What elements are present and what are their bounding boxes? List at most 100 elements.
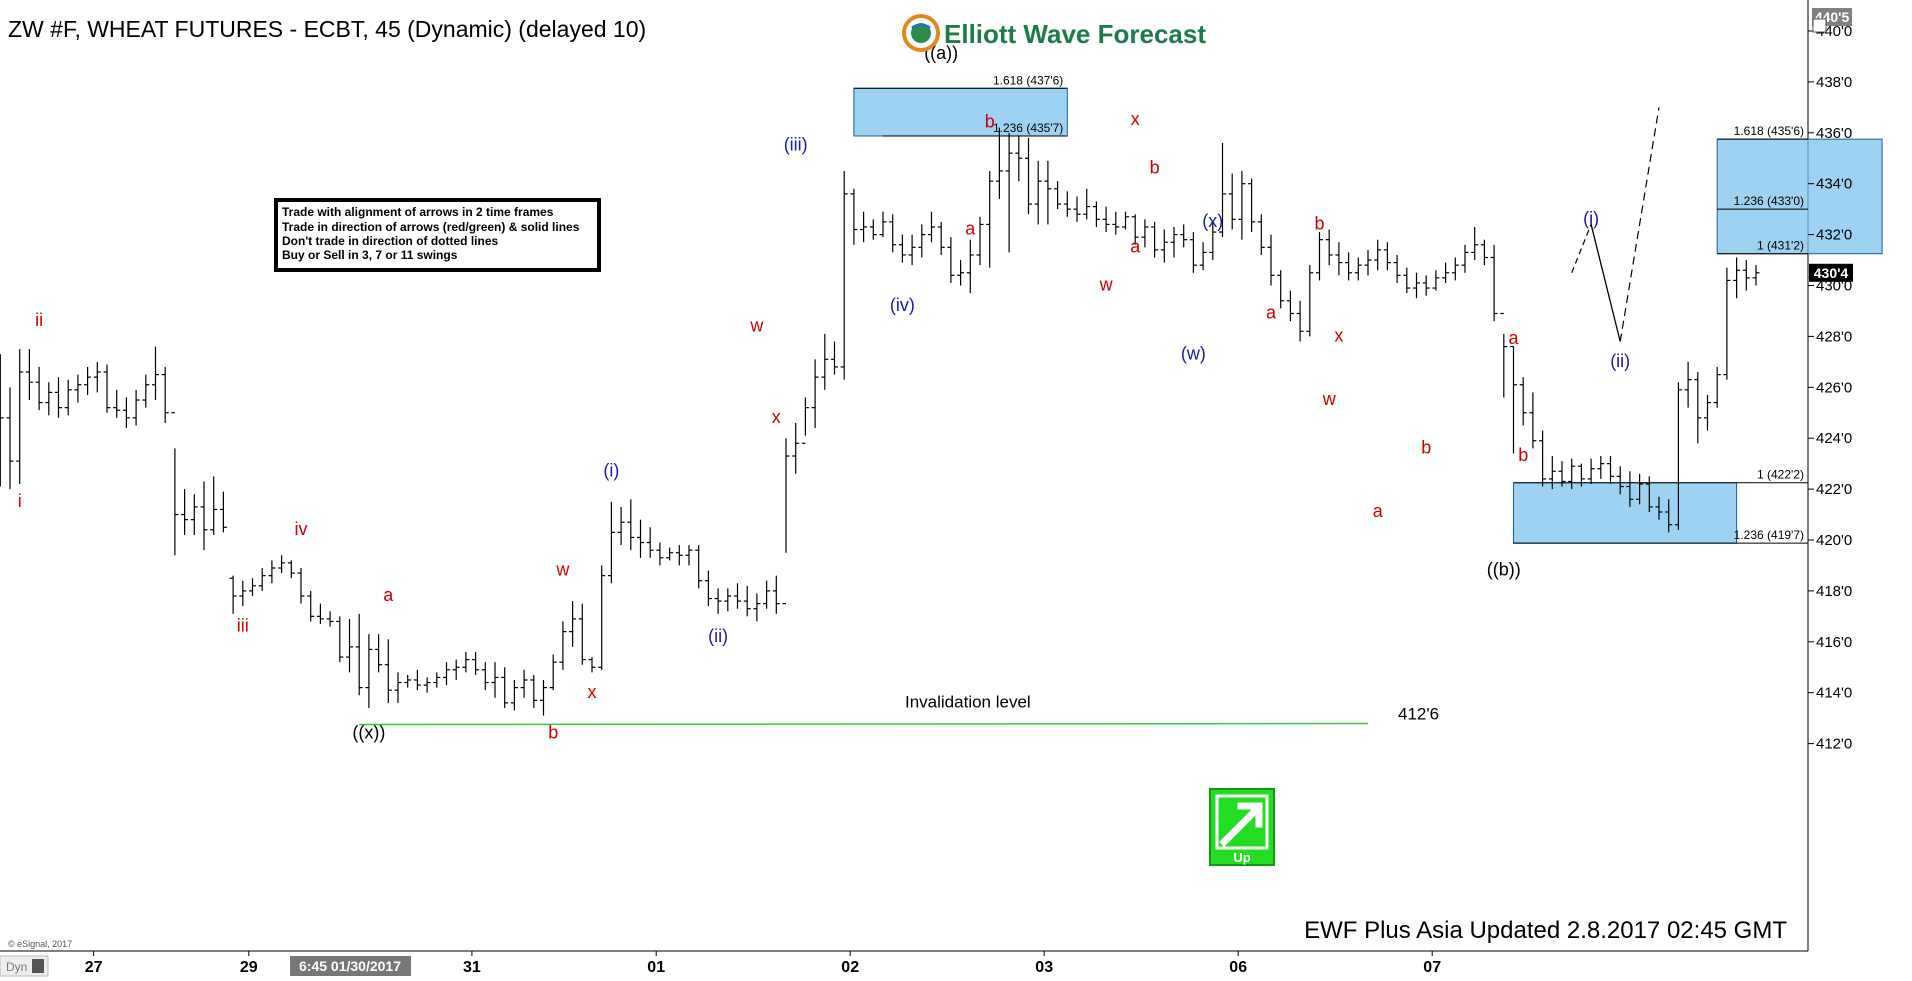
ohlc-bar	[462, 651, 470, 673]
price-tick-label: 416'0	[1816, 634, 1852, 651]
ohlc-bar	[93, 361, 101, 393]
time-axis[interactable]: 27 29 31 01 02 03 06 07	[85, 951, 1441, 976]
rules-box-frame	[274, 198, 601, 272]
ohlc-bar	[1354, 257, 1362, 281]
chart-title: ZW #F, WHEAT FUTURES - ECBT, 45 (Dynamic…	[8, 16, 646, 42]
price-tick-label: 424'0	[1816, 430, 1852, 447]
corner-button-label: Dyn	[6, 960, 27, 974]
ohlc-bar	[1102, 206, 1110, 233]
ohlc-bar	[55, 377, 62, 418]
ohlc-bar	[1189, 232, 1197, 273]
ohlc-bar	[1296, 300, 1304, 342]
ohlc-bar	[1170, 226, 1178, 258]
ohlc-bar	[1209, 221, 1217, 261]
restore-window-icon[interactable]	[1812, 18, 1827, 33]
time-tick-label: 01	[647, 959, 665, 976]
ohlc-bar	[132, 389, 140, 426]
ohlc-bar	[1490, 244, 1498, 322]
price-tick-label: 428'0	[1816, 328, 1852, 345]
price-axis[interactable]: 412'0 414'0 416'0 418'0 420'0 422'0 424'0 426'0…	[1808, 23, 1853, 753]
wave-label: (ii)	[708, 626, 728, 646]
ohlc-bar	[1597, 456, 1605, 479]
wave-label: x	[588, 682, 597, 702]
ohlc-bar	[1160, 229, 1168, 263]
ohlc-bar	[578, 603, 586, 665]
ohlc-bar	[1248, 178, 1256, 233]
ohlc-bar	[1684, 361, 1692, 408]
ohlc-bar	[1267, 234, 1275, 286]
ohlc-bar	[103, 364, 111, 413]
ohlc-bar	[452, 659, 460, 680]
ohlc-bar	[1092, 201, 1100, 227]
ohlc-bar	[840, 170, 848, 380]
ohlc-bar	[413, 669, 421, 691]
ohlc-bar	[501, 667, 509, 708]
wave-label: b	[548, 723, 558, 743]
price-tick-label: 432'0	[1816, 227, 1852, 244]
price-tick-label: 436'0	[1816, 125, 1852, 142]
corner-settings-icon[interactable]	[32, 959, 44, 973]
wave-label: (iii)	[784, 135, 808, 155]
ohlc-bar	[287, 560, 295, 579]
ohlc-bar	[258, 567, 266, 591]
ohlc-bar	[64, 379, 72, 416]
ohlc-bar	[1364, 249, 1372, 276]
ohlc-bar	[1413, 272, 1420, 299]
wave-label: b	[1314, 214, 1324, 234]
ohlc-bar	[811, 359, 819, 429]
ohlc-bar	[190, 494, 198, 535]
price-tick-label: 420'0	[1816, 532, 1852, 549]
ohlc-bar	[724, 588, 732, 612]
ohlc-bar	[113, 389, 121, 418]
ohlc-bar	[219, 491, 227, 533]
time-tick-label: 02	[841, 959, 859, 976]
ohlc-bar	[1257, 214, 1265, 255]
ohlc-bar	[161, 366, 169, 423]
ohlc-bar	[869, 219, 877, 240]
rule-line-2: Trade in direction of arrows (red/green)…	[282, 220, 580, 234]
rule-line-1: Trade with alignment of arrows in 2 time…	[282, 205, 554, 219]
fib-label-0: 1.618 (437'6)	[993, 73, 1063, 87]
wave-label: x	[772, 407, 781, 427]
fib-label-6: 1.236 (419'7)	[1734, 528, 1804, 542]
wave-label: a	[965, 219, 976, 239]
ohlc-bar	[1238, 170, 1246, 240]
ohlc-bar	[1510, 345, 1517, 454]
price-tick-label: 438'0	[1816, 74, 1852, 91]
last-price-tag	[1809, 263, 1853, 282]
wave-label: a	[383, 585, 394, 605]
wave-label: x	[1334, 325, 1343, 345]
ohlc-bar	[860, 211, 868, 243]
invalidation-label: Invalidation level	[905, 693, 1031, 712]
wave-label: (w)	[1181, 343, 1206, 363]
ohlc-bar	[1480, 239, 1488, 266]
ohlc-bar	[268, 560, 276, 584]
ohlc-bar	[879, 211, 887, 238]
ohlc-bar	[1636, 473, 1644, 505]
ohlc-bar	[656, 542, 664, 566]
up-signal-label: Up	[1233, 850, 1250, 865]
ohlc-bar	[1500, 312, 1508, 398]
ohlc-bar	[704, 570, 712, 607]
wave-label: w	[1322, 389, 1337, 409]
ohlc-bar	[1034, 160, 1042, 225]
ohlc-bar	[1723, 267, 1731, 380]
ohlc-bar	[617, 506, 625, 546]
ohlc-bar	[1461, 244, 1469, 273]
ohlc-bar	[1694, 372, 1702, 444]
ohlc-bar	[1539, 430, 1547, 487]
fib-label-2: 1.618 (435'6)	[1734, 124, 1804, 138]
wave-label: ((b))	[1487, 560, 1521, 580]
price-tick-label: 414'0	[1816, 685, 1852, 702]
wave-label: i	[18, 491, 22, 511]
ohlc-bar	[607, 501, 615, 584]
wave-label: b	[1421, 437, 1431, 457]
fib-zones	[853, 87, 1883, 544]
wave-label: x	[1131, 109, 1140, 129]
ohlc-bar	[569, 601, 577, 647]
ohlc-bar	[1063, 191, 1071, 217]
ohlc-bar	[1616, 466, 1624, 495]
ohlc-bar	[181, 489, 189, 535]
ohlc-bar	[84, 366, 92, 395]
